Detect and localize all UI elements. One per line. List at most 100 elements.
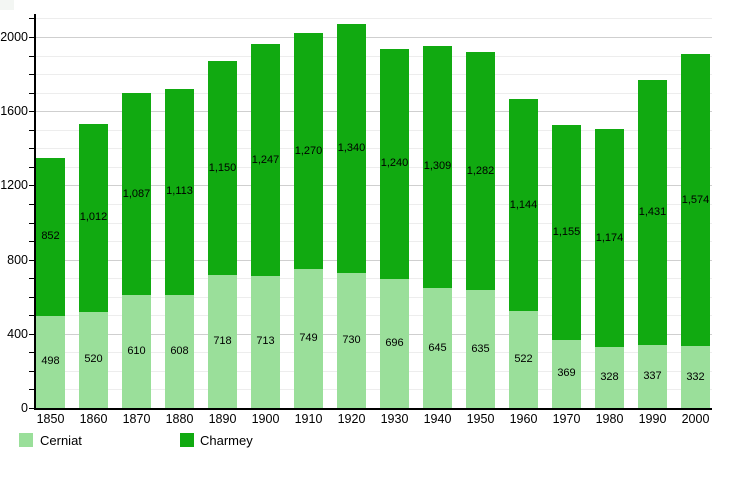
y-tick <box>29 296 34 298</box>
bar-value-label-cerniat: 369 <box>557 367 576 380</box>
bar-segment-cerniat <box>36 315 65 408</box>
bar-segment-charmey <box>595 129 624 348</box>
bar-value-label-charmey: 1,574 <box>681 193 710 206</box>
y-axis-tick-label: 400 <box>7 326 28 341</box>
x-axis-tick-label: 1940 <box>423 412 452 426</box>
bar-value-label-charmey: 1,282 <box>466 164 495 177</box>
bar-value-label-cerniat: 608 <box>170 345 189 358</box>
y-tick <box>29 74 34 76</box>
bar-segment-charmey <box>36 157 65 316</box>
bar-value-label-cerniat: 522 <box>514 353 533 366</box>
y-tick <box>29 241 34 243</box>
bar-value-label-cerniat: 610 <box>127 344 146 357</box>
bar-value-label-cerniat: 520 <box>84 353 103 366</box>
x-axis-tick-label: 2000 <box>681 412 710 426</box>
bar-segment-charmey <box>552 125 581 340</box>
bar-segment-cerniat <box>552 339 581 408</box>
bar-value-label-charmey: 1,150 <box>208 161 237 174</box>
gridline-minor <box>36 166 712 168</box>
bar-value-label-charmey: 1,012 <box>79 211 108 224</box>
bar-value-label-charmey: 1,270 <box>294 144 323 157</box>
bar-value-label-cerniat: 645 <box>428 341 447 354</box>
plot-area: 498 852 520 1,012 610 1,087 608 1,113 718 1,150 71… <box>36 0 712 408</box>
bar-segment-charmey <box>208 61 237 275</box>
y-tick <box>29 352 34 354</box>
x-axis-tick-label: 1990 <box>638 412 667 426</box>
bar-segment-charmey <box>681 54 710 347</box>
x-axis-tick-label: 1890 <box>208 412 237 426</box>
legend: Cerniat Charmey <box>0 433 745 449</box>
gridline-minor <box>36 148 712 150</box>
gridline-major <box>36 259 712 261</box>
bar-value-label-charmey: 1,431 <box>638 206 667 219</box>
y-tick <box>29 203 34 205</box>
bar-value-label-cerniat: 713 <box>256 335 275 348</box>
bar-segment-charmey <box>380 48 409 279</box>
gridline-minor <box>36 278 712 280</box>
bar-value-label-charmey: 1,113 <box>166 185 193 198</box>
bar-value-label-cerniat: 328 <box>600 371 619 384</box>
gridline-minor <box>36 203 712 205</box>
bar-value-label-charmey: 1,155 <box>552 225 581 238</box>
bar-segment-cerniat <box>380 278 409 408</box>
bar-value-label-cerniat: 498 <box>41 355 60 368</box>
bar-value-label-charmey: 1,174 <box>595 231 624 244</box>
bar-value-label-cerniat: 332 <box>686 370 705 383</box>
x-axis-tick-label: 1980 <box>595 412 624 426</box>
x-axis-tick-label: 1860 <box>79 412 108 426</box>
bar-segment-charmey <box>509 98 538 312</box>
gridline-minor <box>36 55 712 57</box>
gridline-major <box>36 333 712 335</box>
y-tick <box>29 111 34 113</box>
gridline-minor <box>36 352 712 354</box>
bar-value-label-charmey: 1,247 <box>251 153 280 166</box>
bar-segment-charmey <box>423 45 452 289</box>
bar-segment-charmey <box>79 123 108 312</box>
y-axis-tick-label: 0 <box>21 401 28 415</box>
y-tick <box>29 129 34 131</box>
bar-segment-charmey <box>294 33 323 270</box>
y-tick <box>29 259 34 261</box>
y-tick <box>29 92 34 94</box>
bar-value-label-cerniat: 337 <box>643 370 662 383</box>
gridline-minor <box>36 129 712 131</box>
gridline-major <box>36 37 712 38</box>
bar-value-label-charmey: 1,309 <box>423 160 452 173</box>
gridline-minor <box>36 370 712 372</box>
y-axis <box>34 14 36 410</box>
gridline-major <box>36 111 712 113</box>
legend-label-charmey: Charmey <box>200 433 253 448</box>
y-tick <box>29 37 34 38</box>
gridline-minor <box>36 296 712 298</box>
y-tick <box>29 185 34 187</box>
legend-swatch-cerniat <box>19 433 33 447</box>
y-tick <box>29 278 34 280</box>
bar-segment-cerniat <box>466 290 495 408</box>
y-tick <box>29 389 34 391</box>
bar-segment-cerniat <box>595 347 624 408</box>
y-tick <box>29 166 34 168</box>
x-axis-tick-label: 1880 <box>165 412 194 426</box>
bar-segment-cerniat <box>122 294 151 408</box>
legend-swatch-charmey <box>180 433 194 447</box>
bar-value-label-charmey: 1,144 <box>509 198 538 211</box>
y-tick <box>29 370 34 372</box>
gridline-minor <box>36 241 712 243</box>
bar-segment-cerniat <box>165 295 194 408</box>
x-axis-tick-label: 1970 <box>552 412 581 426</box>
bar-value-label-cerniat: 718 <box>213 334 232 347</box>
gridline-minor <box>36 92 712 94</box>
bar-segment-charmey <box>337 24 366 273</box>
x-axis <box>34 408 712 410</box>
gridline-minor <box>36 389 712 391</box>
bar-segment-charmey <box>466 52 495 291</box>
bar-segment-cerniat <box>337 272 366 408</box>
bar-segment-cerniat <box>79 311 108 408</box>
bar-value-label-charmey: 1,087 <box>122 187 151 200</box>
bar-value-label-cerniat: 635 <box>471 342 490 355</box>
gridline-minor <box>36 74 712 76</box>
bar-segment-cerniat <box>208 274 237 408</box>
bar-segment-charmey <box>638 80 667 346</box>
bar-value-label-charmey: 852 <box>41 230 60 243</box>
y-tick <box>29 55 34 57</box>
